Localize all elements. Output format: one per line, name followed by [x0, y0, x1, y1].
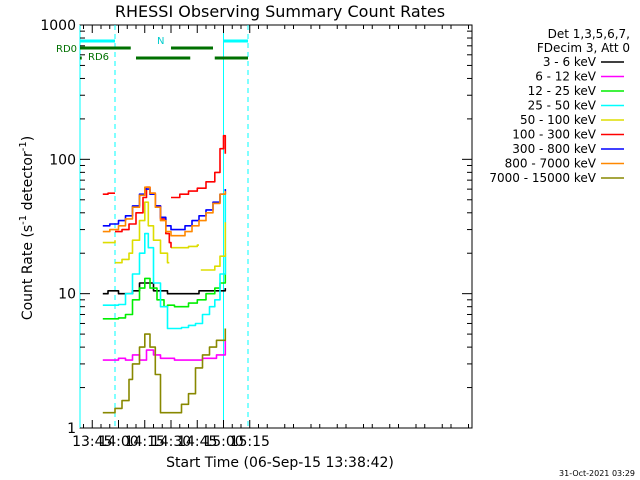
ylabel-mid: detector — [20, 151, 36, 215]
y-axis-label: Count Rate (s-1 detector-1) — [18, 136, 36, 320]
y-tick-label-0: 1 — [67, 421, 76, 437]
series-line-3-seg-0 — [102, 189, 227, 330]
x-axis-label: Start Time (06-Sep-15 13:38:42) — [166, 455, 394, 471]
legend-label-0: 3 - 6 keV — [543, 55, 597, 69]
x-tick-label-5: 15:00 — [203, 434, 243, 450]
legend-label-1: 6 - 12 keV — [535, 70, 597, 84]
series-line-7-seg-0 — [102, 186, 227, 237]
chart-title: RHESSI Observing Summary Count Rates — [115, 2, 445, 21]
series-line-5-seg-2 — [171, 134, 227, 199]
x-tick-label-4: 14:45 — [177, 434, 217, 450]
ylabel-end: ) — [20, 136, 36, 141]
flag-label-n: N — [157, 36, 164, 47]
ylabel-sup1: -1 — [18, 215, 29, 225]
legend-label-7: 800 - 7000 keV — [505, 157, 597, 171]
legend-label-5: 100 - 300 keV — [512, 128, 596, 142]
legend-header-line-2: FDecim 3, Att 0 — [537, 41, 630, 55]
legend-label-8: 7000 - 15000 keV — [489, 171, 596, 185]
y-tick-label-2: 100 — [49, 152, 76, 168]
ylabel-sup2: -1 — [18, 141, 29, 151]
series-line-4-seg-0 — [102, 240, 116, 244]
legend-label-6: 300 - 800 keV — [512, 142, 596, 156]
y-tick-label-1: 10 — [58, 287, 76, 303]
svg-text:Count Rate (s-1 detector-1): Count Rate (s-1 detector-1) — [18, 136, 36, 320]
ylabel-main: Count Rate (s — [20, 225, 36, 320]
x-tick-label-0: 13:45 — [72, 434, 112, 450]
series-line-4-seg-1 — [115, 201, 170, 264]
legend-label-3: 25 - 50 keV — [528, 99, 597, 113]
flag-label-rd0: RD0 — [56, 44, 77, 55]
x-tick-label-3: 14:30 — [151, 434, 191, 450]
series-line-4-seg-2 — [171, 244, 199, 249]
legend-label-4: 50 - 100 keV — [520, 113, 597, 127]
y-tick-label-3: 1000 — [40, 18, 76, 34]
series-line-5-seg-0 — [102, 192, 115, 195]
flag-label-rd6: RD6 — [88, 52, 109, 63]
series-line-4-seg-3 — [200, 222, 227, 271]
series-line-0-seg-0 — [102, 282, 227, 295]
legend-label-2: 12 - 25 keV — [528, 84, 597, 98]
x-tick-label-2: 14:15 — [125, 434, 165, 450]
legend-header-line-1: Det 1,3,5,6,7, — [548, 27, 630, 41]
series-line-1-seg-0 — [102, 340, 227, 361]
timestamp: 31-Oct-2021 03:29 — [559, 469, 635, 478]
x-tick-label-1: 14:00 — [98, 434, 138, 450]
series-line-8-seg-0 — [102, 328, 227, 414]
series-line-6-seg-0 — [102, 188, 227, 231]
x-tick-label-6: 15:15 — [230, 434, 270, 450]
